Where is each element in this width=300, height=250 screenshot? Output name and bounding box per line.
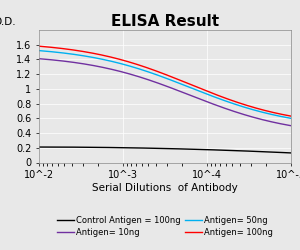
Antigen= 10ng bbox=[283, 123, 287, 126]
Antigen= 10ng bbox=[174, 88, 177, 91]
Antigen= 10ng bbox=[157, 82, 160, 85]
Control Antigen = 100ng bbox=[289, 152, 293, 154]
Control Antigen = 100ng bbox=[187, 148, 191, 151]
Title: ELISA Result: ELISA Result bbox=[111, 14, 219, 29]
Antigen= 10ng bbox=[158, 82, 162, 86]
Antigen= 10ng bbox=[244, 114, 247, 116]
Legend: Control Antigen = 100ng, Antigen= 10ng, Antigen= 50ng, Antigen= 100ng: Control Antigen = 100ng, Antigen= 10ng, … bbox=[54, 213, 276, 240]
Line: Antigen= 50ng: Antigen= 50ng bbox=[39, 50, 291, 118]
Antigen= 100ng bbox=[157, 70, 160, 74]
Line: Antigen= 10ng: Antigen= 10ng bbox=[39, 59, 291, 126]
Line: Control Antigen = 100ng: Control Antigen = 100ng bbox=[39, 147, 291, 153]
Control Antigen = 100ng bbox=[174, 147, 177, 150]
Text: O.D.: O.D. bbox=[0, 17, 16, 27]
Control Antigen = 100ng bbox=[244, 150, 247, 152]
Antigen= 50ng bbox=[289, 117, 293, 120]
Antigen= 100ng bbox=[37, 45, 41, 48]
Antigen= 10ng bbox=[289, 124, 293, 127]
Antigen= 100ng bbox=[174, 77, 177, 80]
Control Antigen = 100ng bbox=[158, 147, 162, 150]
Antigen= 50ng bbox=[283, 116, 287, 119]
Control Antigen = 100ng bbox=[283, 151, 287, 154]
Antigen= 100ng bbox=[289, 114, 293, 118]
Antigen= 100ng bbox=[158, 71, 162, 74]
X-axis label: Serial Dilutions  of Antibody: Serial Dilutions of Antibody bbox=[92, 183, 238, 193]
Antigen= 10ng bbox=[187, 93, 191, 96]
Antigen= 50ng bbox=[174, 80, 177, 83]
Antigen= 100ng bbox=[244, 104, 247, 106]
Antigen= 50ng bbox=[158, 74, 162, 78]
Antigen= 50ng bbox=[187, 86, 191, 88]
Control Antigen = 100ng bbox=[37, 146, 41, 148]
Control Antigen = 100ng bbox=[157, 147, 160, 150]
Antigen= 100ng bbox=[283, 114, 287, 116]
Antigen= 50ng bbox=[37, 49, 41, 52]
Antigen= 50ng bbox=[244, 106, 247, 109]
Antigen= 50ng bbox=[157, 74, 160, 77]
Line: Antigen= 100ng: Antigen= 100ng bbox=[39, 46, 291, 116]
Antigen= 10ng bbox=[37, 57, 41, 60]
Antigen= 100ng bbox=[187, 82, 191, 85]
